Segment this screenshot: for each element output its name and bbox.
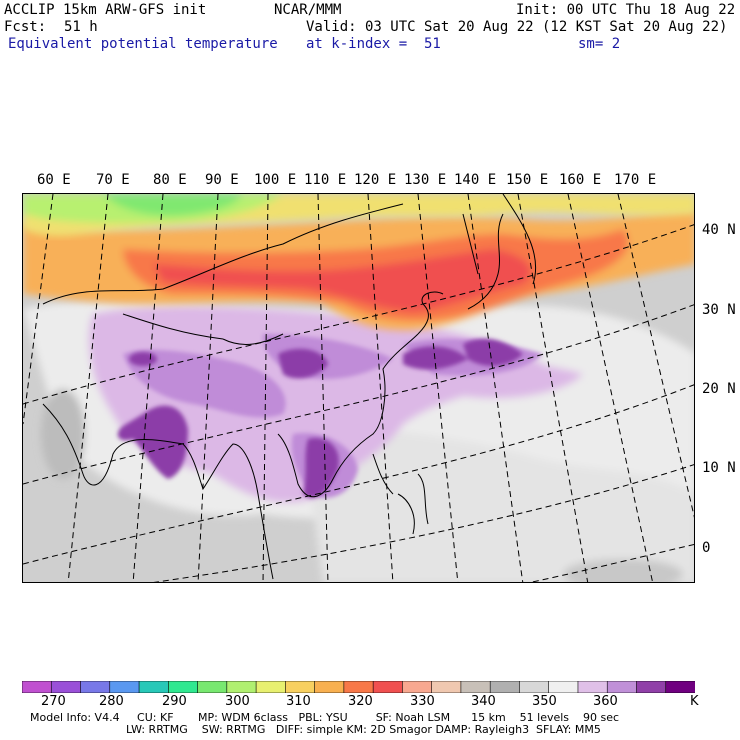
init-time: Init: 00 UTC Thu 18 Aug 22 [516,2,736,18]
colorbar-swatch [460,681,491,693]
lon-label: 80 E [153,172,187,188]
lon-label: 140 E [454,172,497,188]
lon-label: 100 E [254,172,297,188]
colorbar-swatch [226,681,257,693]
smoothing-label: sm= 2 [578,36,621,52]
forecast-hours: 51 h [64,19,98,35]
colorbar-tick: 310 [286,694,311,709]
graticule [23,194,694,582]
colorbar-swatch [665,681,695,693]
lon-label: 90 E [205,172,239,188]
colorbar-tick: 360 [593,694,618,709]
colorbar-tick: 280 [99,694,124,709]
lon-label: 70 E [96,172,130,188]
colorbar-swatch [138,681,170,693]
colorbar [22,681,695,693]
model-info-line2: LW: RRTMG SW: RRTMG DIFF: simple KM: 2D … [126,723,601,736]
colorbar-swatch [285,681,316,693]
colorbar-tick: 270 [41,694,66,709]
colorbar-swatch [402,681,433,693]
colorbar-swatch [109,681,140,693]
colorbar-unit: K [690,694,699,709]
colorbar-swatch [80,681,111,693]
lon-label: 160 E [559,172,602,188]
colorbar-swatch [636,681,667,693]
colorbar-swatch [343,681,374,693]
level-label: at k-index = 51 [306,36,441,52]
lon-label: 120 E [354,172,397,188]
colorbar-tick: 350 [532,694,557,709]
warm-band [23,209,694,331]
valid-time: Valid: 03 UTC Sat 20 Aug 22 (12 KST Sat … [306,19,728,35]
colorbar-swatch [548,681,579,693]
lat-label: 10 N [702,460,736,476]
colorbar-swatch [577,681,609,693]
colorbar-tick: 300 [225,694,250,709]
cool-band [23,194,694,237]
lon-label: 170 E [614,172,657,188]
forecast-label: Fcst: [4,19,47,35]
lat-label: 40 N [702,222,736,238]
colorbar-swatch [519,681,550,693]
lon-label: 130 E [404,172,447,188]
colorbar-swatch [372,681,404,693]
org-label: NCAR/MMM [274,2,342,18]
colorbar-swatch [314,681,345,693]
map-svg [23,194,694,582]
dark-purple-cores [117,338,523,498]
model-title: ACCLIP 15km ARW-GFS init [4,2,207,18]
colorbar-swatch [606,681,638,693]
colorbar-swatch [431,681,462,693]
field-name: Equivalent potential temperature [8,36,278,52]
lat-label: 20 N [702,381,736,397]
colorbar-swatch [168,681,199,693]
coastlines [42,194,537,580]
lat-label: 30 N [702,302,736,318]
colorbar-swatch [255,681,287,693]
theta-e-map [22,193,695,583]
colorbar-tick: 330 [410,694,435,709]
colorbar-swatch [22,681,53,693]
colorbar-tick: 290 [162,694,187,709]
lon-label: 110 E [304,172,347,188]
colorbar-swatch [50,681,82,693]
lat-label: 0 [702,540,711,556]
colorbar-tick: 340 [471,694,496,709]
lon-label: 60 E [37,172,71,188]
model-info-line1: Model Info: V4.4 CU: KF MP: WDM 6class P… [30,711,620,724]
lon-label: 150 E [506,172,549,188]
colorbar-swatch [489,681,521,693]
colorbar-tick: 320 [348,694,373,709]
colorbar-swatch [197,681,228,693]
